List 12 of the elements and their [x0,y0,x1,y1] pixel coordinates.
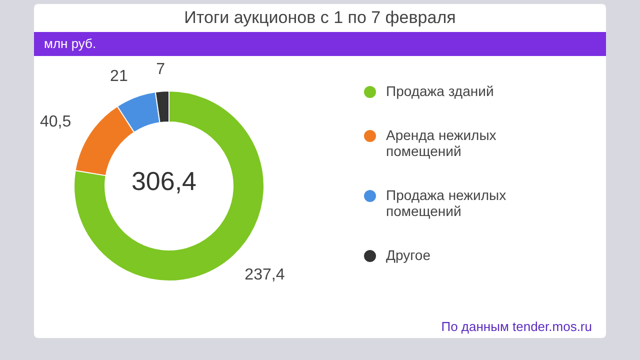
legend-label: Другое [386,247,430,263]
text: По данным tender.mos.ru [441,319,592,334]
data-label: 40,5 [40,113,72,130]
data-label: 21 [110,68,128,85]
chart-subtitle: млн руб. [34,32,606,56]
legend-label: Продажа зданий [386,83,494,99]
legend-label: Аренда нежилых помещений [386,127,498,159]
legend-label: Продажа нежилых помещений [386,187,508,219]
chart-title: Итоги аукционов с 1 по 7 февраля [183,7,457,29]
data-label: 7 [156,60,166,78]
text: 306,4 [130,165,198,197]
data-label: 237,4 [244,266,285,284]
